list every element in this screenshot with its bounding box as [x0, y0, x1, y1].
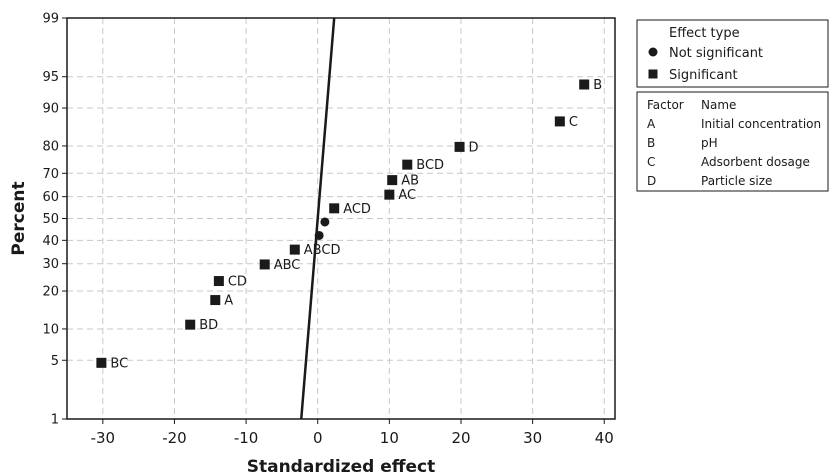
legend-title: Effect type [669, 26, 740, 41]
point-significant [213, 276, 224, 287]
point-label: CD [228, 275, 247, 290]
factor-table-frame [636, 91, 829, 192]
legend-circle-marker [648, 47, 658, 57]
point-significant [210, 295, 221, 306]
y-tick-label: 40 [42, 234, 59, 249]
y-tick-label: 70 [42, 167, 59, 182]
reference-line [299, 17, 336, 420]
point-label: BCD [416, 158, 444, 173]
factor-code: A [647, 117, 656, 131]
point-label: BC [110, 356, 128, 371]
point-label: ABC [274, 258, 301, 273]
point-label: ABCD [304, 243, 341, 258]
point-significant [402, 159, 413, 170]
y-tick-label: 20 [42, 285, 59, 300]
x-tick-label: 10 [380, 429, 399, 447]
point-significant [259, 259, 270, 270]
point-significant [579, 79, 590, 90]
y-axis-title: Percent [9, 181, 29, 255]
point-label: AB [401, 174, 419, 189]
point-label: ACD [343, 202, 371, 217]
point-significant [289, 244, 300, 255]
factor-name: pH [701, 136, 718, 150]
factor-header-factor: Factor [647, 98, 684, 112]
y-tick-label: 90 [42, 102, 59, 117]
y-tick-label: 1 [51, 413, 59, 428]
y-tick-label: 50 [42, 212, 59, 227]
y-tick-label: 99 [42, 12, 59, 27]
grid-lines [67, 17, 615, 420]
point-label: D [469, 140, 479, 155]
y-tick-label: 30 [42, 257, 59, 272]
factor-code: C [647, 155, 655, 169]
point-significant [387, 175, 398, 186]
point-significant [554, 116, 565, 127]
x-tick-label: -30 [91, 429, 116, 447]
factor-name: Adsorbent dosage [701, 155, 810, 169]
legend-entry-not-significant: Not significant [669, 46, 763, 61]
x-tick-label: 0 [313, 429, 323, 447]
point-significant [96, 357, 107, 368]
point-not-significant [314, 230, 324, 240]
x-tick-label: 40 [595, 429, 614, 447]
point-label: B [593, 78, 602, 93]
y-tick-label: 80 [42, 139, 59, 154]
legend-entry-significant: Significant [669, 68, 738, 83]
y-tick-label: 95 [42, 70, 59, 85]
point-label: C [569, 115, 578, 130]
factor-table: Factor Name A Initial concentration B pH… [636, 91, 829, 192]
legend-frame [636, 19, 829, 88]
factor-name: Initial concentration [701, 117, 821, 131]
factor-code: B [647, 136, 655, 150]
x-tick-label: 20 [451, 429, 470, 447]
legend-square-marker [648, 69, 658, 79]
x-tick-label: 30 [523, 429, 542, 447]
factor-name: Particle size [701, 174, 772, 188]
y-tick-label: 10 [42, 322, 59, 337]
y-tick-label: 5 [51, 354, 59, 369]
point-not-significant [320, 217, 330, 227]
legend: Effect type Not significant Significant [636, 19, 829, 88]
point-significant [185, 319, 196, 330]
x-axis-title: Standardized effect [247, 457, 436, 475]
factor-code: D [647, 174, 656, 188]
point-significant [454, 141, 465, 152]
x-tick-label: -20 [162, 429, 187, 447]
point-label: AC [398, 188, 416, 203]
point-significant [384, 189, 395, 200]
y-tick-label: 60 [42, 190, 59, 205]
point-label: A [224, 294, 233, 309]
point-significant [329, 203, 340, 214]
factor-header-name: Name [701, 98, 736, 112]
point-label: BD [199, 318, 218, 333]
x-tick-label: -10 [234, 429, 259, 447]
